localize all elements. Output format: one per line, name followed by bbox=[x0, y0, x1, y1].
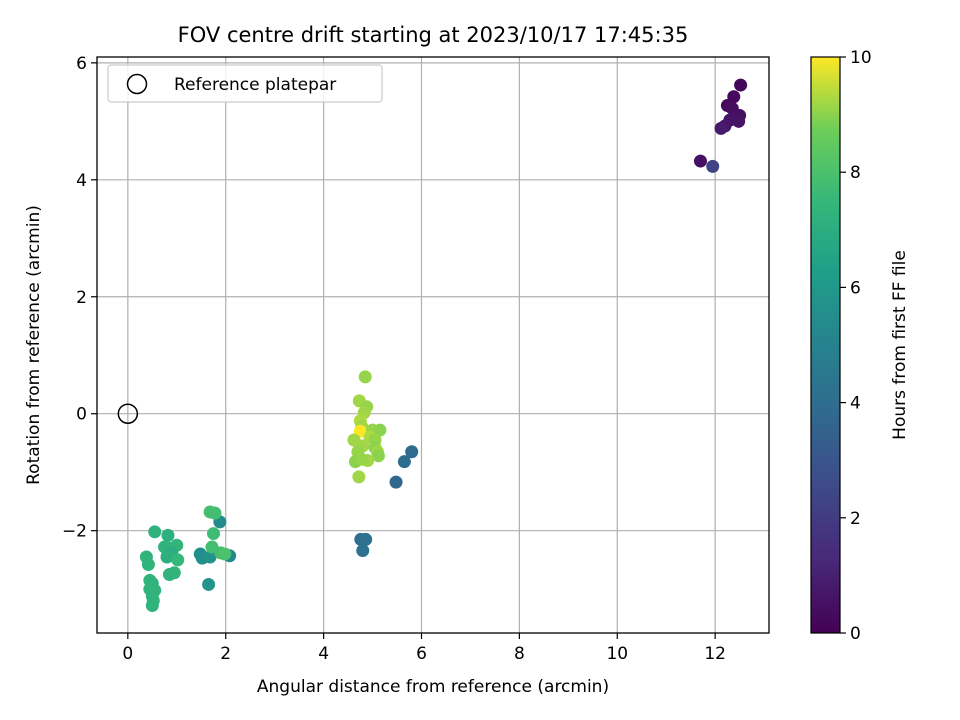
data-point bbox=[714, 121, 728, 135]
data-point bbox=[358, 370, 372, 384]
data-point bbox=[389, 475, 403, 489]
data-point bbox=[148, 525, 162, 539]
x-axis-label: Angular distance from reference (arcmin) bbox=[257, 677, 609, 697]
reference-marker bbox=[117, 403, 139, 424]
y-axis-ticks: −2 0 2 4 6 bbox=[62, 54, 97, 542]
legend: Reference platepar bbox=[107, 64, 383, 103]
data-point bbox=[397, 455, 411, 469]
x-tick-label: 8 bbox=[514, 644, 525, 664]
data-point bbox=[160, 550, 174, 564]
colorbar-gradient bbox=[810, 56, 841, 634]
colorbar-tick-label: 10 bbox=[850, 48, 872, 68]
y-tick-label: 4 bbox=[76, 171, 87, 191]
data-point bbox=[145, 599, 159, 613]
y-tick-label: 0 bbox=[76, 405, 87, 425]
colorbar-tick-label: 2 bbox=[850, 509, 861, 529]
y-tick-label: 2 bbox=[76, 288, 87, 308]
legend-box bbox=[107, 64, 383, 103]
data-point bbox=[206, 527, 220, 541]
data-point bbox=[141, 558, 155, 572]
colorbar-tick-label: 0 bbox=[850, 624, 861, 644]
data-point bbox=[162, 568, 176, 582]
data-point bbox=[734, 78, 748, 92]
data-point bbox=[171, 553, 185, 567]
x-tick-label: 0 bbox=[122, 644, 133, 664]
legend-marker-icon bbox=[126, 73, 148, 95]
chart-title: FOV centre drift starting at 2023/10/17 … bbox=[178, 23, 689, 47]
colorbar: 0 2 4 6 8 10 Hours from first FF file bbox=[810, 48, 910, 644]
data-point bbox=[161, 528, 175, 542]
data-point bbox=[355, 452, 369, 466]
x-axis-ticks: 0 2 4 6 8 10 12 bbox=[122, 633, 726, 664]
colorbar-ticks: 0 2 4 6 8 10 bbox=[840, 48, 872, 644]
data-point bbox=[202, 577, 216, 591]
x-tick-label: 6 bbox=[416, 644, 427, 664]
x-tick-label: 12 bbox=[704, 644, 726, 664]
data-point bbox=[218, 547, 232, 561]
data-point bbox=[373, 423, 387, 437]
colorbar-label: Hours from first FF file bbox=[890, 250, 910, 440]
x-tick-label: 4 bbox=[318, 644, 329, 664]
y-axis-label: Rotation from reference (arcmin) bbox=[24, 205, 44, 485]
data-point bbox=[359, 532, 373, 546]
data-point bbox=[203, 550, 217, 564]
data-point bbox=[405, 445, 419, 459]
y-tick-label: 6 bbox=[76, 54, 87, 74]
data-point bbox=[352, 470, 366, 484]
colorbar-tick-label: 4 bbox=[850, 394, 861, 414]
grid bbox=[97, 57, 769, 633]
data-point bbox=[732, 114, 746, 128]
data-point bbox=[693, 154, 707, 168]
y-tick-label: −2 bbox=[62, 522, 87, 542]
legend-label: Reference platepar bbox=[174, 75, 336, 95]
data-point bbox=[356, 544, 370, 558]
data-point bbox=[208, 506, 222, 520]
colorbar-tick-label: 8 bbox=[850, 163, 861, 183]
data-point bbox=[706, 159, 720, 173]
colorbar-tick-label: 6 bbox=[850, 278, 861, 298]
x-tick-label: 2 bbox=[220, 644, 231, 664]
x-tick-label: 10 bbox=[606, 644, 628, 664]
data-point bbox=[371, 449, 385, 463]
data-points bbox=[139, 78, 748, 613]
plot-frame bbox=[96, 56, 770, 634]
